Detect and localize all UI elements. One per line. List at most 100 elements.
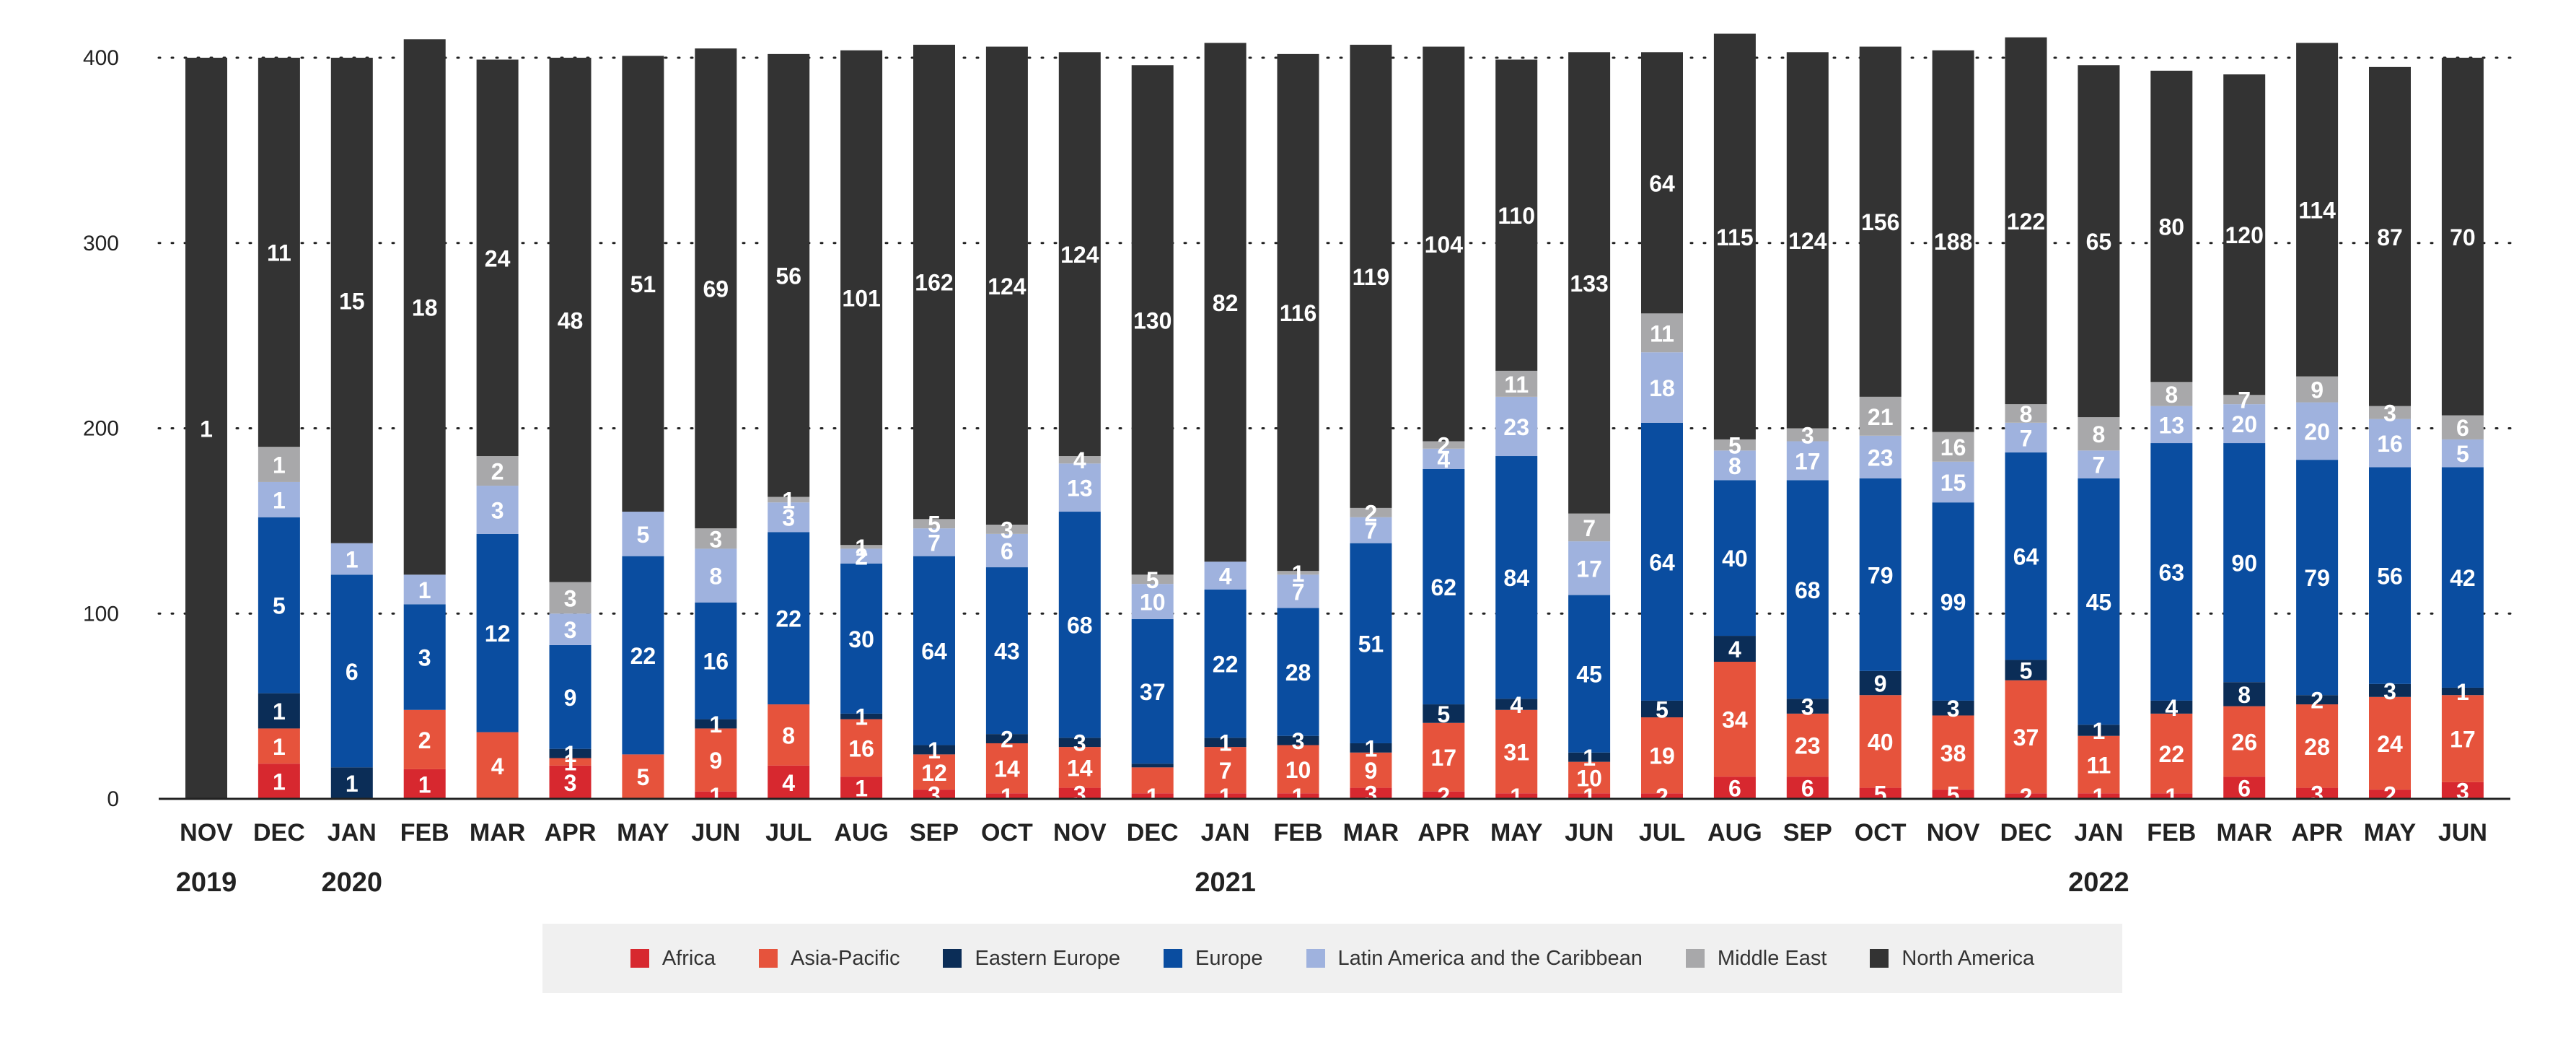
x-tick-label: DEC: [2000, 819, 2052, 846]
bar-segment: [622, 512, 664, 556]
bar-value-label: 15: [1940, 470, 1966, 496]
bar-segment: [258, 517, 300, 693]
bar-segment: [2296, 402, 2339, 460]
bar-segment: [840, 563, 883, 714]
bar-value-label: 23: [1503, 414, 1529, 440]
bar-value-label: 8: [709, 564, 722, 590]
bar-segment: [1568, 513, 1611, 542]
bar-value-label: 1: [2093, 784, 2106, 810]
bar-value-label: 1: [273, 452, 286, 478]
bar-value-label: 63: [2159, 559, 2185, 585]
bar-segment: [1058, 738, 1101, 748]
bar-value-label: 1: [1146, 784, 1159, 810]
bar-segment: [1932, 715, 1974, 790]
bar-segment: [2150, 406, 2193, 444]
legend-swatch: [943, 949, 962, 968]
x-tick-label: APR: [545, 819, 597, 846]
bar-value-label: 40: [1722, 546, 1748, 572]
bar-value-label: 1: [709, 783, 722, 809]
bar-value-label: 56: [2377, 564, 2403, 590]
bar-value-label: 10: [1140, 590, 1166, 616]
bar-value-label: 3: [1365, 781, 1378, 807]
bar-value-label: 2: [2020, 784, 2033, 810]
bar-value-label: 16: [848, 735, 874, 761]
bar-segment: [840, 776, 883, 799]
bar-segment: [1859, 695, 1902, 788]
bar-value-label: 1: [273, 734, 286, 760]
bar-value-label: 45: [1576, 662, 1602, 688]
bar-segment: [1204, 589, 1247, 738]
bar-segment: [1423, 791, 1465, 799]
bar-value-label: 5: [1656, 696, 1669, 722]
bar-segment: [1131, 584, 1174, 619]
bar-value-label: 1: [1583, 784, 1596, 810]
bar-value-label: 1: [346, 771, 359, 797]
bar-segment: [1204, 43, 1247, 562]
bar-segment: [2150, 443, 2193, 701]
bar-segment: [476, 486, 519, 534]
bar-segment: [1568, 541, 1611, 595]
bar-value-label: 1: [782, 487, 795, 513]
x-tick-label: JAN: [1201, 819, 1250, 846]
bar-value-label: 17: [2450, 727, 2476, 753]
bars: [185, 33, 2484, 799]
legend-item: North America: [1870, 947, 2034, 971]
bar-value-label: 8: [2165, 382, 2178, 408]
bar-segment: [2223, 776, 2266, 799]
bar-segment: [1713, 450, 1756, 481]
bar-value-label: 3: [418, 645, 431, 671]
bar-value-label: 1: [564, 750, 577, 776]
bar-value-label: 1: [709, 712, 722, 738]
bar-segment: [1713, 636, 1756, 662]
legend-item: Europe: [1164, 947, 1263, 971]
bar-value-label: 5: [1947, 782, 1960, 808]
bar-value-label: 3: [1073, 730, 1086, 756]
bar-value-label: 7: [2238, 388, 2251, 414]
bar-segment: [476, 456, 519, 486]
bar-value-label: 45: [2086, 590, 2112, 616]
bar-value-label: 34: [1722, 707, 1748, 733]
bar-segment: [2078, 65, 2120, 418]
bar-segment: [1713, 33, 1756, 439]
bar-value-label: 30: [848, 626, 874, 652]
bar-segment: [476, 59, 519, 457]
bar-segment: [1058, 512, 1101, 738]
bar-segment: [2078, 450, 2120, 478]
bar-segment: [2150, 793, 2193, 799]
bar-value-label: 65: [2086, 229, 2112, 255]
bar-value-label: 1: [2093, 718, 2106, 744]
bar-value-label: 64: [1649, 170, 1675, 196]
bar-segment: [258, 728, 300, 764]
x-axis-ticks: NOV DEC JAN FEB MAR APR MAY JUN JUL AUG SEP OCT NOV D…: [159, 797, 2510, 898]
bar-segment: [2441, 58, 2484, 416]
x-tick-label: MAR: [1343, 819, 1399, 846]
bar-segment: [1859, 787, 1902, 799]
bar-value-label: 1: [273, 699, 286, 725]
bar-value-label: 28: [1285, 660, 1311, 686]
bar-segment: [1932, 432, 1974, 462]
bar-value-label: 124: [988, 274, 1027, 299]
bar-value-label: 124: [1060, 242, 1099, 268]
bar-value-label: 9: [564, 685, 577, 711]
bar-segment: [1568, 52, 1611, 514]
bar-segment: [768, 532, 810, 705]
bar-value-label: 5: [637, 522, 650, 548]
bar-value-label: 70: [2450, 224, 2476, 250]
bar-value-label: 5: [637, 764, 650, 790]
bar-value-label: 22: [1213, 652, 1239, 678]
bar-segment: [1204, 738, 1247, 748]
year-label: 2022: [2068, 867, 2129, 898]
bar-value-label: 87: [2377, 224, 2403, 250]
bar-value-label: 5: [1437, 701, 1450, 727]
bar-segment: [1277, 735, 1319, 745]
bar-value-label: 3: [1801, 422, 1814, 448]
bar-segment: [985, 525, 1028, 534]
bar-value-label: 23: [1868, 445, 1894, 471]
bar-value-label: 99: [1940, 590, 1966, 616]
bar-value-label: 31: [1503, 740, 1529, 766]
x-tick-label: JUN: [1565, 819, 1614, 846]
bar-value-label: 82: [1213, 290, 1239, 316]
bar-segment: [913, 754, 955, 790]
bar-segment: [1277, 745, 1319, 794]
bar-value-label: 1: [855, 535, 868, 561]
